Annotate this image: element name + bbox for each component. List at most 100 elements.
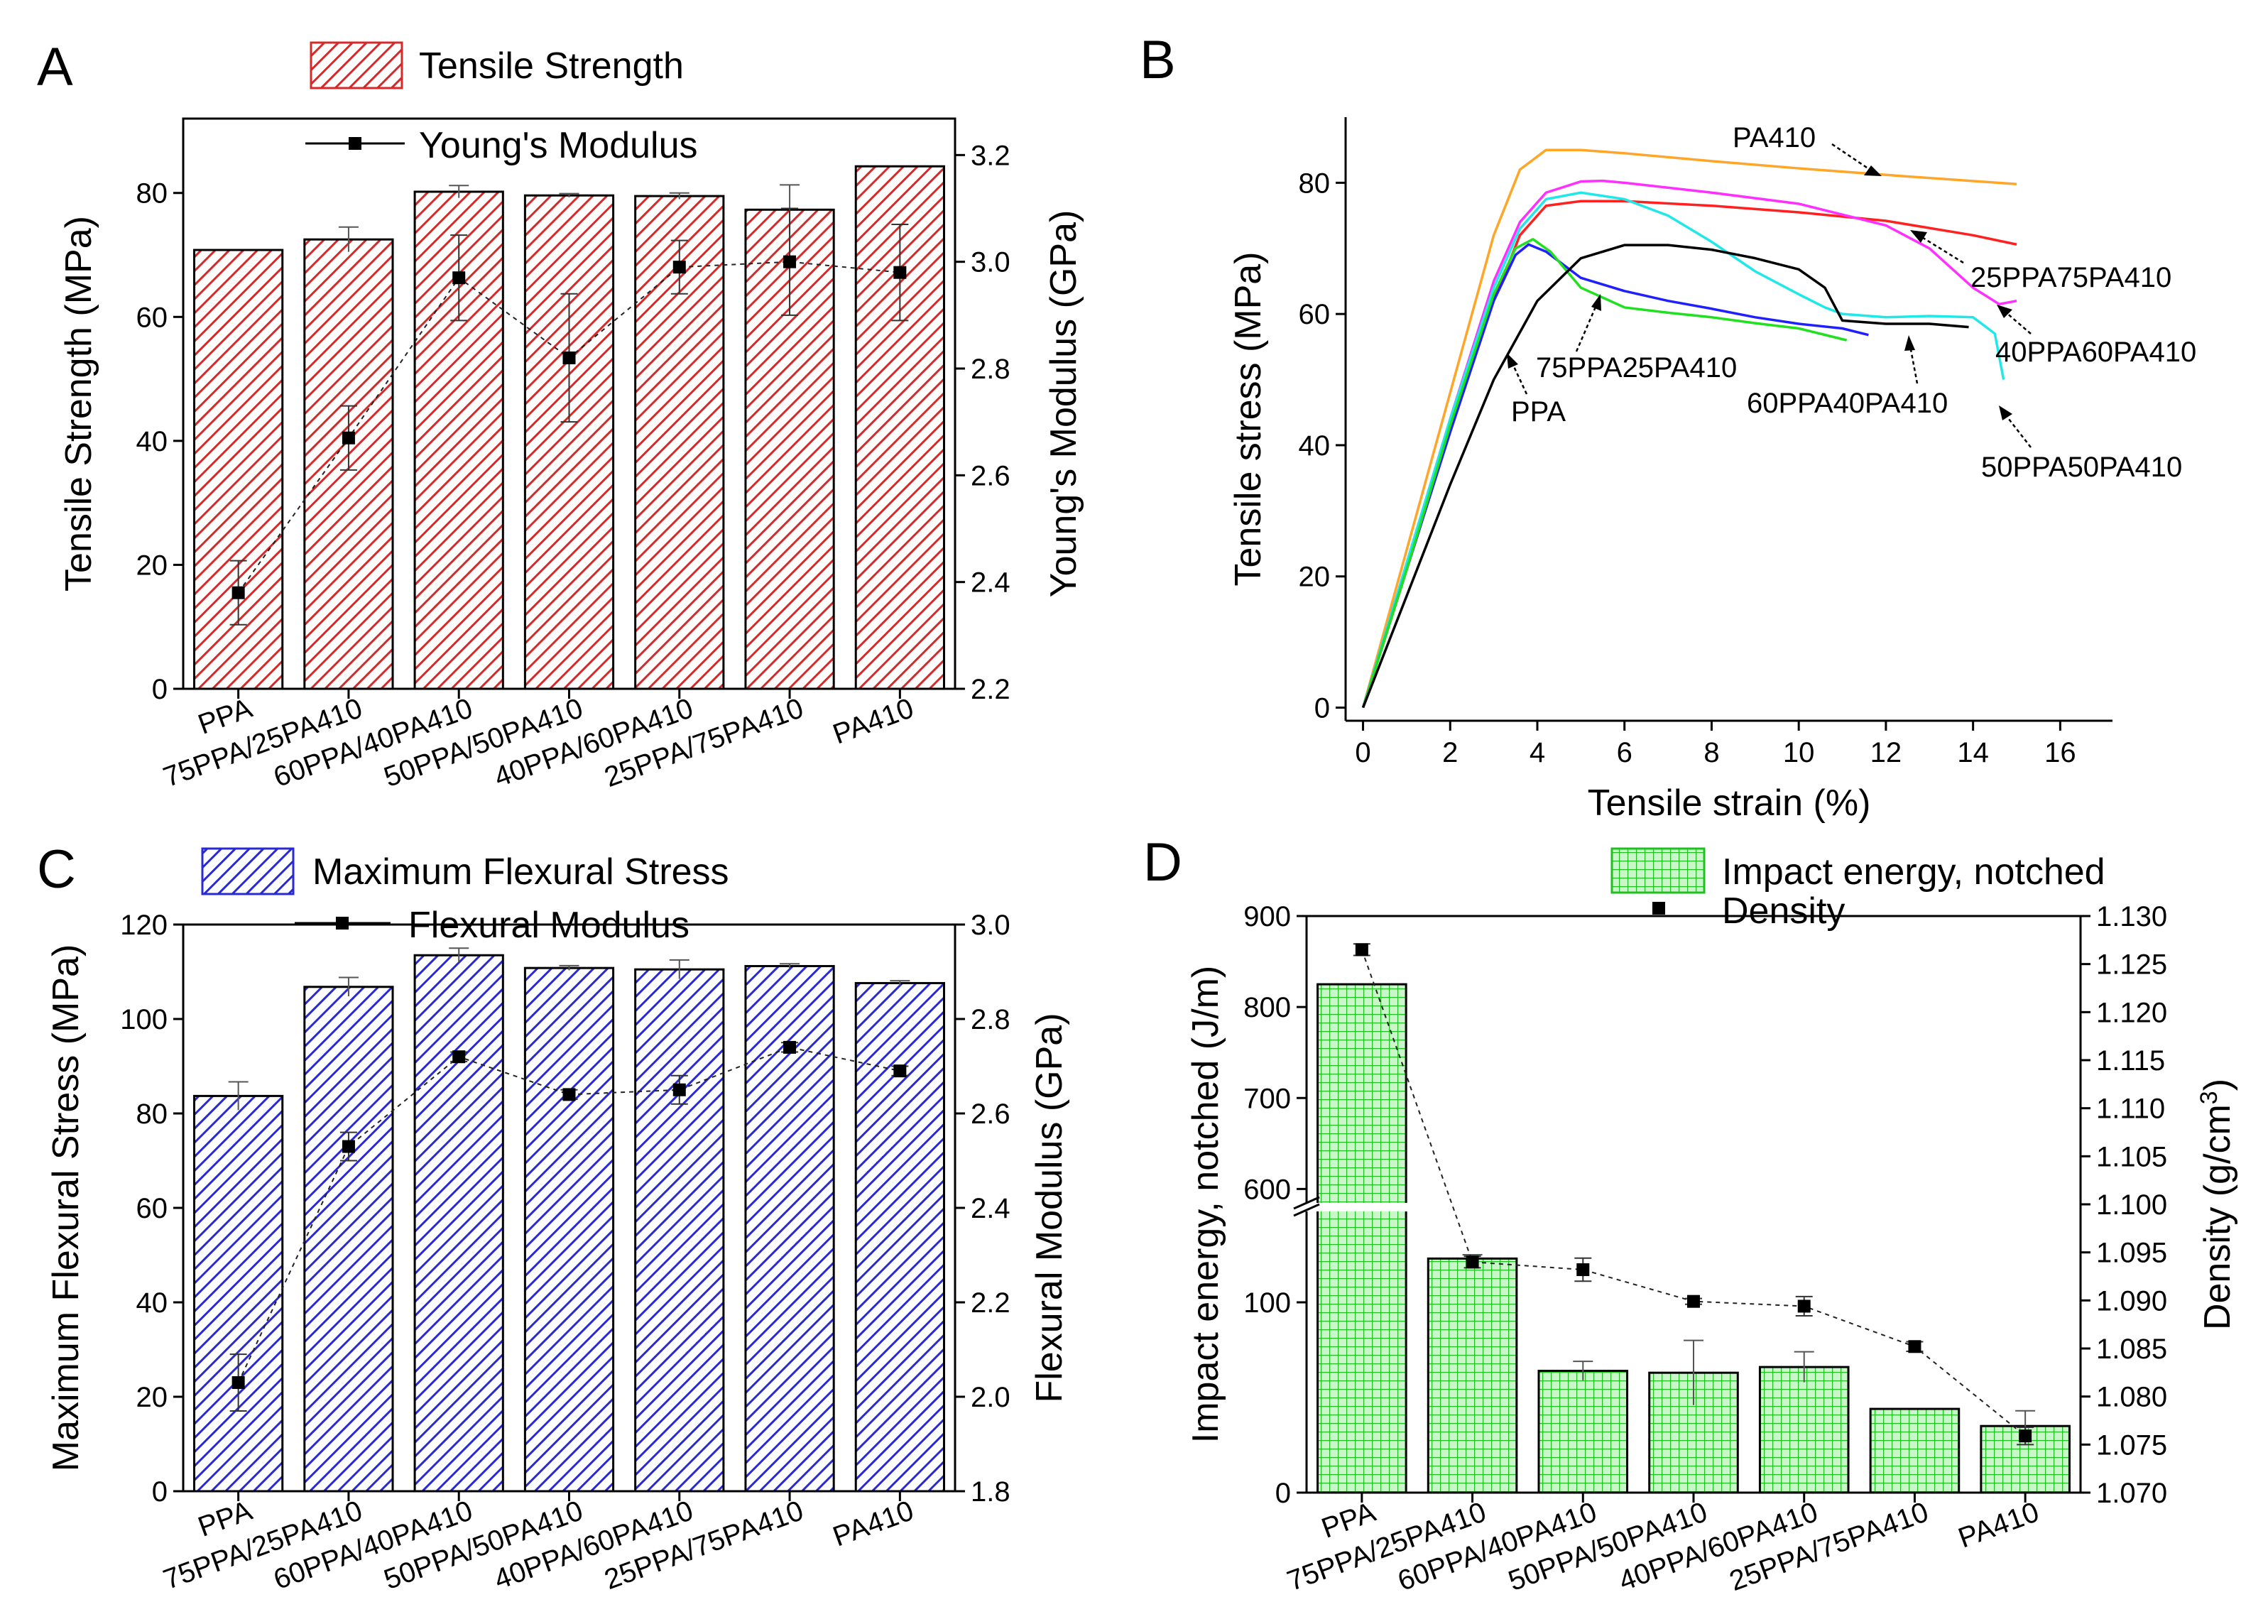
- legend-label-density: Density: [1722, 890, 1845, 932]
- point-ppa: [231, 586, 245, 599]
- density-point-pa410: [2019, 1429, 2032, 1443]
- y-tick-label-0: 0: [152, 1476, 168, 1508]
- annotation-75ppa25pa410: 75PPA25PA410: [1536, 352, 1737, 383]
- point-25ppa-75pa410: [783, 1040, 797, 1054]
- d-y2-tick-label-2: 1.080: [2096, 1382, 2167, 1413]
- b-x-tick-label-8: 8: [1703, 737, 1719, 768]
- bar-ppa: [193, 1094, 284, 1493]
- panel-d-legend: Impact energy, notched Density: [1610, 847, 2105, 932]
- y2-tick-label-2: 2.6: [971, 460, 1010, 491]
- density-point-40ppa-60pa410: [1797, 1299, 1811, 1313]
- point-25ppa-75pa410: [783, 255, 797, 268]
- legend-swatch-max-flexural-stress: [201, 847, 295, 895]
- y2-tick-label-4: 2.6: [971, 1099, 1010, 1130]
- panel-a: A 0204060802.22.42.62.83.03.2PPA75PPA/25…: [37, 37, 1084, 793]
- b-x-tick-label-6: 6: [1617, 737, 1632, 768]
- y2-tick-label-3: 2.4: [971, 1193, 1010, 1224]
- panel-label-d: D: [1143, 832, 1182, 893]
- point-50ppa-50pa410: [562, 1088, 576, 1101]
- b-x-tick-label-2: 2: [1442, 737, 1458, 768]
- panel-a-bars: [193, 165, 945, 690]
- annotation-arrowhead-75ppa25pa410: [1591, 294, 1601, 311]
- axis-break-mark-lower: [1293, 1203, 1320, 1217]
- density-point-25ppa-75pa410: [1908, 1340, 1921, 1353]
- panel-d-y2-title: Density (g/cm3): [2196, 1079, 2238, 1330]
- annotation-arrowhead-ppa: [1507, 353, 1518, 369]
- panel-c: C 0204060801001201.82.02.22.42.62.83.0PP…: [37, 839, 1070, 1596]
- y2-tick-label-6: 3.0: [971, 910, 1010, 941]
- bar-25ppa-75pa410: [1869, 1407, 1961, 1494]
- panel-c-line: [229, 1040, 909, 1412]
- curve-75ppa25pa410: [1361, 238, 1848, 709]
- annotation-arrowhead-60ppa40pa410: [1904, 335, 1915, 351]
- b-x-tick-label-4: 4: [1530, 737, 1545, 768]
- point-ppa: [231, 1376, 245, 1390]
- d-y2-tick-label-9: 1.115: [2096, 1045, 2165, 1077]
- curve-40ppa60pa410: [1361, 179, 2017, 709]
- y-tick-label-80: 80: [136, 178, 168, 209]
- d-y2-tick-label-6: 1.100: [2096, 1189, 2167, 1221]
- legend-marker-youngs-modulus: [349, 137, 361, 150]
- point-40ppa-60pa410: [672, 1083, 686, 1096]
- annotation-arrow-60ppa40pa410: [1909, 345, 1919, 384]
- panel-b-annotations: PA410 25PPA75PA410 40PPA60PA410 50PPA50P…: [1507, 122, 2196, 483]
- y2-tick-label-5: 3.2: [971, 140, 1010, 171]
- bar-75ppa-25pa410: [303, 986, 394, 1493]
- b-x-tick-label-14: 14: [1957, 737, 1989, 768]
- point-75ppa-25pa410: [342, 1140, 355, 1153]
- y2-tick-label-0: 1.8: [971, 1476, 1010, 1508]
- panel-b-curves: [1361, 148, 2017, 709]
- d-y-tick-label-600: 600: [1243, 1174, 1291, 1205]
- annotation-50ppa50pa410: 50PPA50PA410: [1981, 452, 2182, 483]
- y-tick-label-120: 120: [120, 910, 168, 941]
- panel-b-axes: 0 20 40 60 80 0 2 4 6 8 10 12 14 16 Tensile strain (%)…: [1228, 117, 2112, 824]
- y-tick-label-80: 80: [136, 1099, 168, 1130]
- annotation-25ppa75pa410: 25PPA75PA410: [1970, 262, 2171, 293]
- panel-a-line: [229, 207, 909, 626]
- annotation-arrow-25ppa75pa410: [1920, 235, 1964, 264]
- b-x-tick-label-0: 0: [1355, 737, 1370, 768]
- curve-pa410: [1361, 148, 2017, 708]
- d-x-tick-label-pa410: PA410: [1954, 1496, 2043, 1554]
- point-pa410: [893, 266, 907, 279]
- annotation-arrowhead-40ppa60pa410: [1997, 305, 2012, 318]
- curve-50ppa50pa410: [1361, 191, 2005, 709]
- point-pa410: [893, 1064, 907, 1078]
- legend-label-impact-energy: Impact energy, notched: [1722, 851, 2105, 893]
- legend-label-max-flexural-stress: Maximum Flexural Stress: [312, 851, 729, 893]
- legend-label-flexural-modulus: Flexural Modulus: [408, 905, 689, 946]
- legend-marker-density: [1652, 902, 1665, 915]
- y2-tick-label-0: 2.2: [971, 674, 1010, 705]
- bar-40ppa-60pa410: [1758, 1366, 1850, 1494]
- y-tick-label-0: 0: [152, 674, 168, 705]
- point-60ppa-40pa410: [452, 1050, 466, 1064]
- b-y-tick-label-40: 40: [1299, 430, 1331, 462]
- b-y-tick-label-60: 60: [1299, 299, 1331, 330]
- axis-break-gap: [1292, 1203, 2095, 1211]
- legend-label-youngs-modulus: Young's Modulus: [419, 125, 698, 166]
- d-y2-tick-label-7: 1.105: [2096, 1141, 2167, 1172]
- d-y2-tick-label-10: 1.120: [2096, 997, 2167, 1028]
- y2-tick-label-1: 2.0: [971, 1382, 1010, 1413]
- annotation-pa410: PA410: [1733, 122, 1816, 153]
- legend-swatch-impact-energy: [1610, 847, 1706, 894]
- panel-label-b: B: [1140, 30, 1176, 90]
- bar-60ppa-40pa410: [413, 954, 504, 1493]
- point-60ppa-40pa410: [452, 271, 466, 285]
- y2-tick-label-3: 2.8: [971, 354, 1010, 385]
- b-y-tick-label-80: 80: [1299, 168, 1331, 199]
- panel-b: B 0 20 40 60 80 0 2 4 6 8 10 12 14 16 Tensile strain (…: [1140, 30, 2196, 824]
- annotation-arrowhead-50ppa50pa410: [1999, 405, 2012, 420]
- legend-marker-flexural-modulus: [336, 917, 349, 930]
- bar-pa410: [854, 981, 945, 1493]
- curve-25ppa75pa410: [1361, 200, 2017, 709]
- bar-40ppa-60pa410: [634, 968, 725, 1493]
- d-y2-tick-label-5: 1.095: [2096, 1238, 2167, 1269]
- d-y2-tick-label-11: 1.125: [2096, 949, 2167, 981]
- point-40ppa-60pa410: [672, 261, 686, 274]
- b-y-tick-label-0: 0: [1314, 693, 1330, 724]
- annotation-arrowhead-25ppa75pa410: [1910, 230, 1927, 243]
- point-75ppa-25pa410: [342, 431, 355, 445]
- density-point-75ppa-25pa410: [1466, 1255, 1479, 1269]
- bar-50ppa-50pa410: [523, 194, 615, 690]
